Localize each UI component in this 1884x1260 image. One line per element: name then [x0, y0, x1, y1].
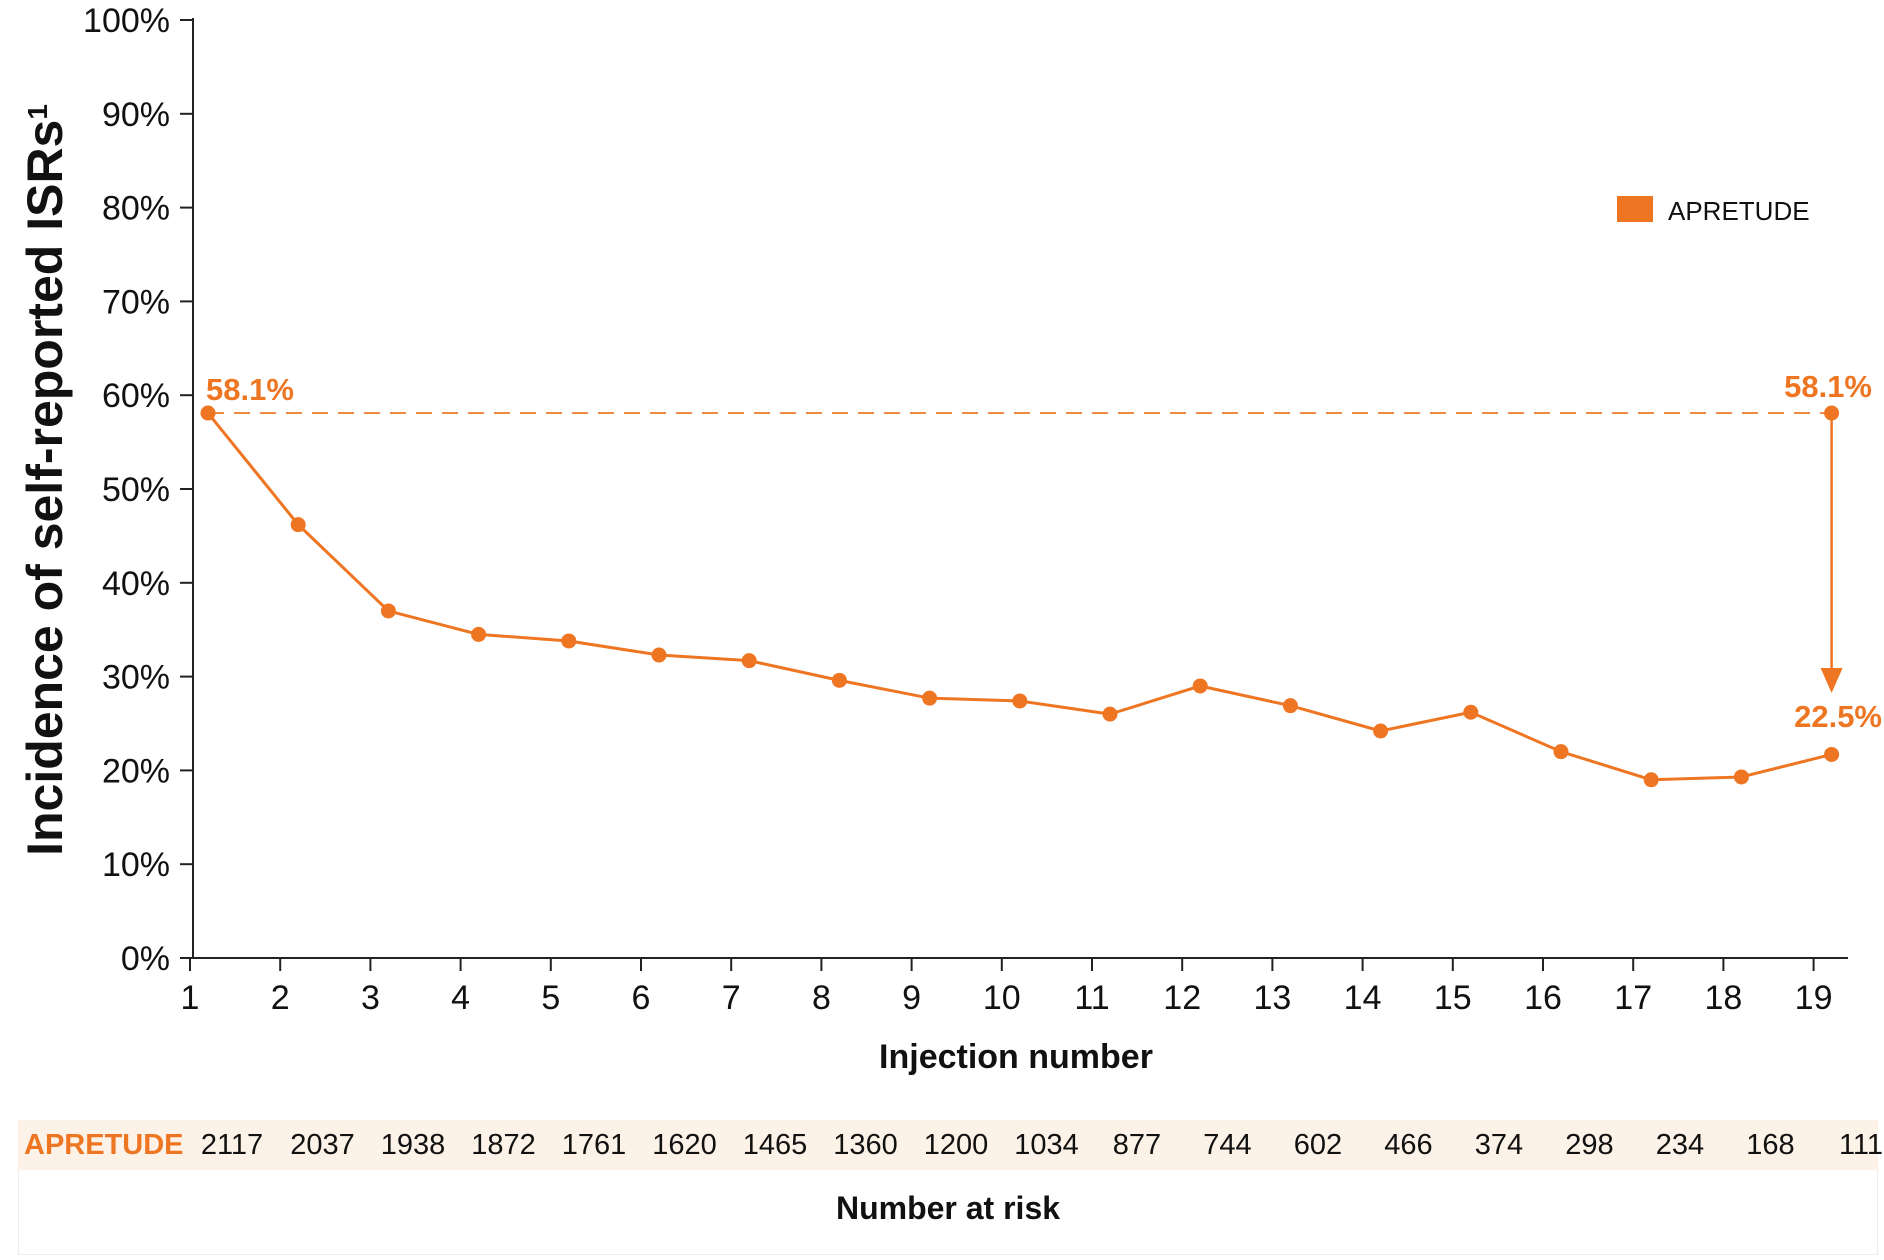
x-tick-label: 1 [181, 979, 200, 1017]
y-tick-label: 0% [121, 940, 170, 978]
risk-value: 1620 [652, 1129, 717, 1161]
legend-swatch [1617, 196, 1653, 222]
end-value-label: 22.5% [1794, 699, 1882, 734]
y-tick-label: 80% [102, 190, 170, 228]
data-point [741, 653, 757, 669]
y-tick-label: 60% [102, 377, 170, 415]
data-point [1643, 772, 1659, 788]
risk-table-title: Number at risk [835, 1190, 1061, 1226]
x-tick-label: 5 [541, 979, 560, 1017]
legend: APRETUDE [1617, 196, 1810, 226]
risk-value: 1200 [923, 1129, 989, 1161]
data-point [651, 647, 667, 663]
series-group [200, 405, 1840, 788]
data-point [1733, 769, 1749, 785]
y-tick-label: 40% [102, 565, 170, 603]
drop-arrow-head [1820, 668, 1843, 693]
data-point [1102, 706, 1118, 722]
reference-end-label: 58.1% [1784, 369, 1872, 404]
x-tick-label: 14 [1344, 979, 1382, 1017]
x-tick-label: 12 [1163, 979, 1201, 1017]
risk-value: 111 [1838, 1129, 1884, 1161]
number-at-risk-table: APRETUDE 2117 2037 1938 1872 1761 1620 1465 136… [18, 1120, 1883, 1260]
x-tick-label: 10 [983, 979, 1021, 1017]
risk-value: 374 [1474, 1129, 1524, 1161]
x-tick-label: 15 [1434, 979, 1472, 1017]
y-axis: 0% 10% 20% 30% 40% 50% 60% 70% 80% 90% 100% [83, 2, 194, 978]
risk-value: 298 [1565, 1129, 1614, 1161]
x-tick-label: 4 [451, 979, 470, 1017]
risk-value: 877 [1112, 1129, 1162, 1161]
data-point [831, 672, 847, 688]
x-axis: 1 2 3 4 5 6 7 8 9 10 11 12 13 14 15 16 17 18 19 [181, 957, 1848, 1017]
x-tick-label: 11 [1074, 979, 1109, 1017]
start-value-label: 58.1% [206, 372, 294, 407]
x-tick-label: 16 [1524, 979, 1562, 1017]
data-point [1012, 693, 1028, 709]
annotations: 58.1% 58.1% 22.5% [206, 369, 1882, 734]
y-tick-label: 50% [102, 471, 170, 509]
risk-value: 1360 [833, 1129, 898, 1161]
data-point [1192, 678, 1208, 694]
data-point [1824, 746, 1840, 762]
x-tick-label: 3 [361, 979, 380, 1017]
x-tick-label: 17 [1614, 979, 1652, 1017]
y-tick-label: 30% [102, 659, 170, 697]
risk-row-label: APRETUDE [24, 1129, 184, 1161]
x-tick-label: 7 [722, 979, 741, 1017]
y-tick-label: 90% [102, 96, 170, 134]
y-tick-label: 20% [102, 752, 170, 790]
x-tick-label: 19 [1795, 979, 1833, 1017]
data-point [1553, 744, 1569, 760]
risk-table-footer: Number at risk [18, 1170, 1878, 1255]
y-tick-label: 70% [102, 283, 170, 321]
y-axis-title: Incidence of self-reported ISRs1 [17, 104, 73, 856]
risk-value: 2117 [200, 1129, 264, 1161]
risk-value: 1465 [742, 1129, 808, 1161]
x-tick-label: 13 [1253, 979, 1291, 1017]
data-point [561, 633, 577, 649]
data-point [290, 517, 306, 533]
risk-value: 466 [1384, 1129, 1433, 1161]
x-tick-label: 8 [812, 979, 831, 1017]
data-point [200, 405, 216, 421]
y-tick-label: 10% [102, 846, 170, 884]
data-point [1463, 704, 1479, 720]
x-axis-title: Injection number [879, 1038, 1153, 1076]
x-tick-label: 18 [1704, 979, 1742, 1017]
risk-value: 1034 [1014, 1129, 1079, 1161]
risk-value: 1761 [561, 1129, 627, 1161]
x-tick-label: 6 [632, 979, 651, 1017]
y-axis-title-text: Incidence of self-reported ISRs [17, 120, 73, 856]
risk-row: APRETUDE 2117 2037 1938 1872 1761 1620 1465 136… [18, 1120, 1883, 1170]
data-point [922, 690, 938, 706]
reference-line-group [208, 405, 1843, 693]
data-point [1373, 723, 1389, 739]
data-point [471, 626, 487, 642]
legend-label: APRETUDE [1668, 196, 1810, 226]
risk-value: 602 [1293, 1129, 1343, 1161]
data-point [380, 603, 396, 619]
y-tick-label: 100% [83, 2, 170, 40]
x-tick-label: 2 [271, 979, 290, 1017]
risk-value: 2037 [290, 1129, 355, 1161]
risk-value: 1872 [471, 1129, 536, 1161]
risk-value: 1938 [380, 1129, 446, 1161]
risk-value: 744 [1203, 1129, 1252, 1161]
x-tick-label: 9 [902, 979, 921, 1017]
risk-value: 234 [1655, 1129, 1705, 1161]
risk-value: 168 [1746, 1129, 1795, 1161]
series-line-apretude [206, 412, 1832, 782]
data-point [1282, 698, 1298, 714]
y-axis-title-superscript: 1 [22, 104, 53, 120]
